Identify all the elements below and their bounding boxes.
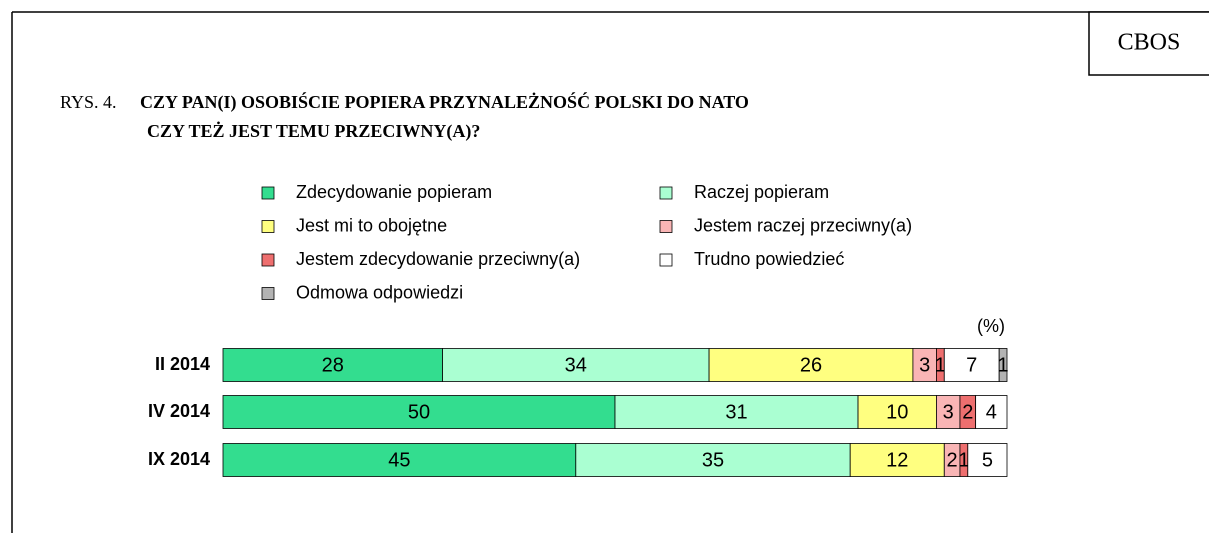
legend-swatch [261,287,275,300]
legend-label: Jest mi to obojętne [296,215,447,235]
bar-segment [222,443,577,477]
legend-label: Zdecydowanie popieram [296,182,492,202]
legend-label: Jestem zdecydowanie przeciwny(a) [296,249,580,269]
legend-label: Odmowa odpowiedzi [296,282,463,302]
category-label: IV 2014 [148,401,210,421]
unit-label: (%) [977,316,1005,336]
legend-swatch [659,220,673,233]
bar-segment [975,395,1008,429]
data-label: 5 [982,449,993,471]
data-label: 1 [998,354,1009,376]
category-label: II 2014 [155,354,210,374]
source-box [1088,11,1209,76]
legend-label: Jestem raczej przeciwny(a) [694,215,912,235]
bar-segment [967,443,1008,477]
legend-swatch [261,253,275,267]
data-label: 7 [966,354,977,376]
chart-title: CZY TEŻ JEST TEMU PRZECIWNY(A)? [147,121,480,142]
data-label: 3 [943,401,954,423]
data-label: 4 [986,401,997,423]
data-label: 3 [919,354,930,376]
legend-swatch [659,253,673,267]
bar-segment [575,443,851,477]
bar-segment [943,348,1000,382]
legend-swatch [261,220,275,233]
data-label: 1 [958,449,969,471]
figure-label: RYS. 4. [60,92,117,112]
bar-segment [857,395,937,429]
data-label: 10 [886,401,908,423]
data-label: 26 [800,354,822,376]
data-label: 34 [565,354,587,376]
data-label: 31 [725,401,747,423]
data-label: 1 [935,354,946,376]
data-label: 2 [962,401,973,423]
legend-label: Raczej popieram [694,182,829,202]
data-label: 28 [322,354,344,376]
category-label: IX 2014 [148,449,210,469]
data-label: 2 [947,449,958,471]
bar-segment [222,348,443,382]
data-label: 50 [408,401,430,423]
legend-swatch [261,186,275,200]
legend-swatch [659,186,673,200]
data-label: 12 [886,449,908,471]
bar-segment [849,443,945,477]
source: CBOS [1118,30,1181,56]
data-label: 45 [388,449,410,471]
bar-segment [998,348,1008,382]
data-label: 35 [702,449,724,471]
legend-label: Trudno powiedzieć [694,249,844,269]
chart-title: CZY PAN(I) OSOBIŚCIE POPIERA PRZYNALEŻNO… [140,91,749,113]
